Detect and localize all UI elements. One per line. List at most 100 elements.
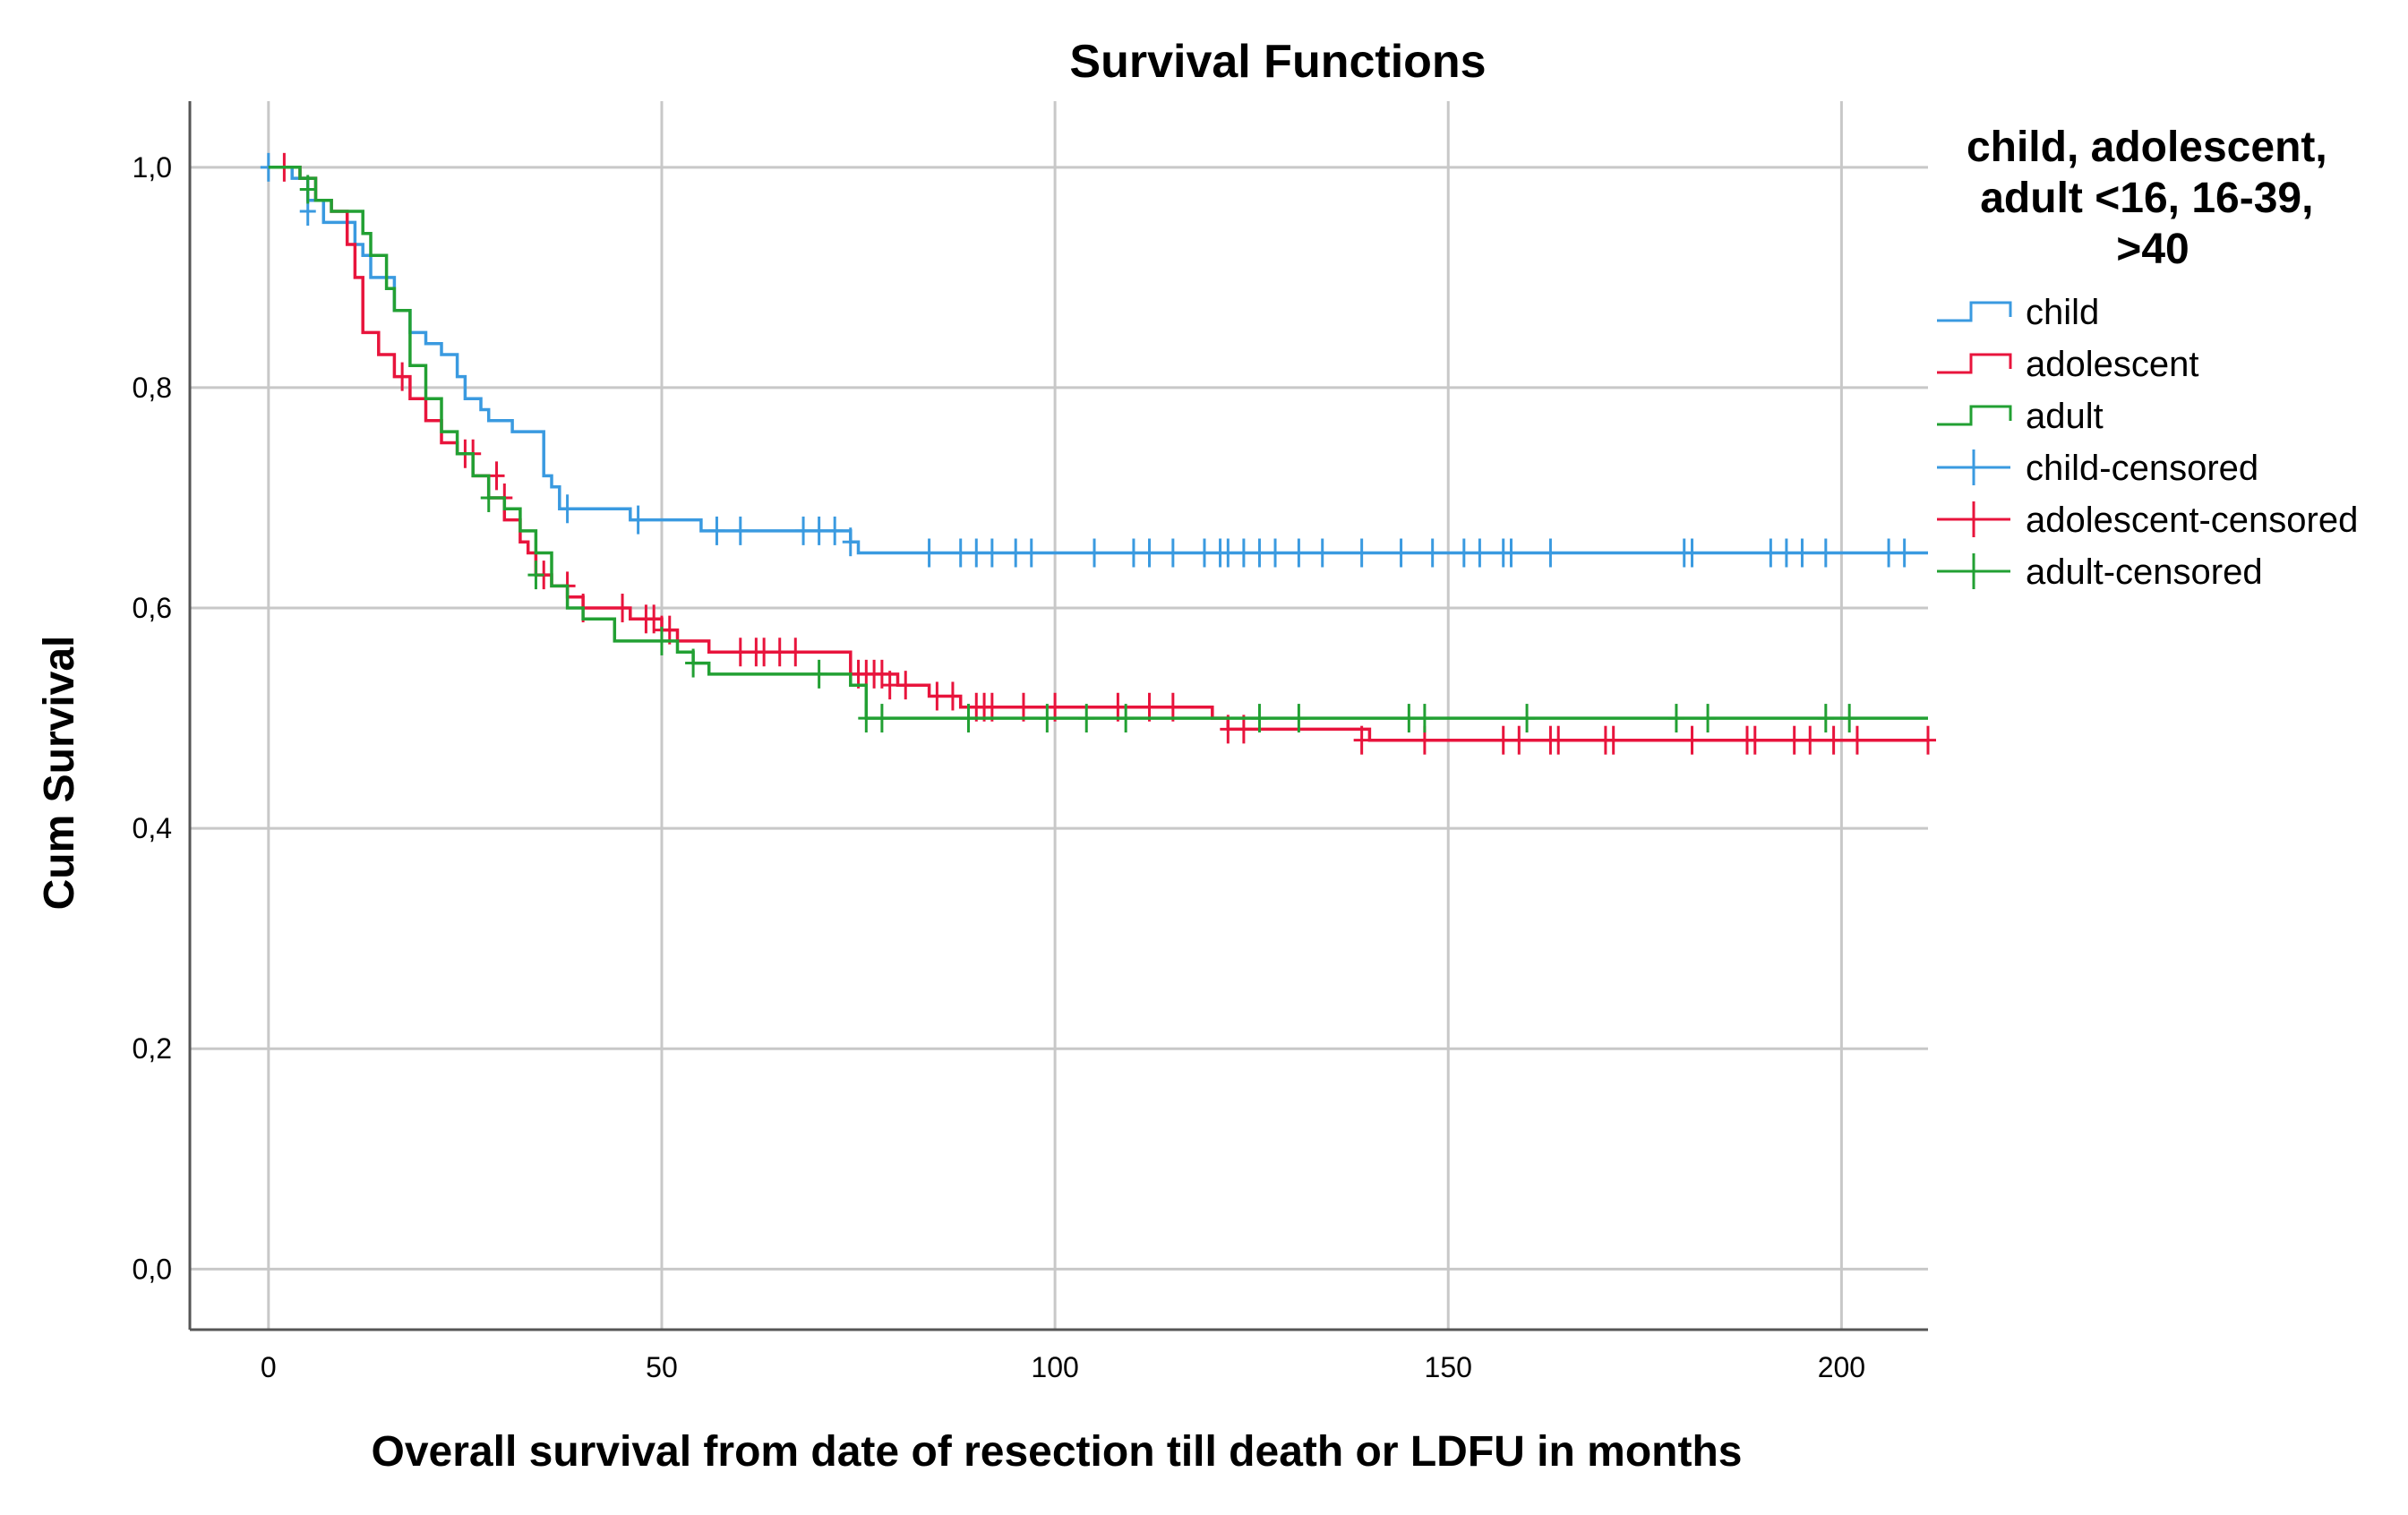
y-tick-label: 1,0 bbox=[133, 151, 172, 184]
legend-entry-child-censored: child-censored bbox=[1937, 449, 2258, 488]
axes bbox=[188, 101, 1928, 1331]
censor-mark-adolescent bbox=[929, 681, 946, 711]
censor-mark-child bbox=[1424, 538, 1441, 568]
censor-mark-child bbox=[1314, 538, 1331, 568]
censor-mark-adolescent bbox=[1353, 725, 1370, 755]
x-tick-label: 200 bbox=[1818, 1351, 1865, 1383]
series-child bbox=[260, 152, 1928, 568]
censor-mark-adult bbox=[858, 704, 875, 733]
censor-mark-child bbox=[1455, 538, 1472, 568]
censor-mark-adult bbox=[1401, 704, 1418, 733]
censor-mark-adult bbox=[299, 175, 316, 204]
censor-mark-adult bbox=[1700, 704, 1717, 733]
censor-mark-adolescent bbox=[944, 681, 961, 711]
censor-mark-adolescent bbox=[873, 659, 890, 689]
legend-entry-adult-censored: adult-censored bbox=[1937, 552, 2263, 592]
legend-entry-adolescent-censored: adolescent-censored bbox=[1937, 501, 2358, 540]
censor-mark-adolescent bbox=[881, 671, 898, 700]
censor-mark-child bbox=[921, 538, 938, 568]
censor-mark-child bbox=[1817, 538, 1834, 568]
censor-mark-child bbox=[1235, 538, 1252, 568]
censor-mark-adolescent bbox=[787, 638, 804, 667]
censor-mark-adolescent bbox=[1786, 725, 1803, 755]
censor-mark-child bbox=[1794, 538, 1811, 568]
censor-mark-adolescent bbox=[1848, 725, 1865, 755]
censor-mark-child bbox=[1503, 538, 1520, 568]
censor-mark-child bbox=[1220, 538, 1237, 568]
censor-mark-adolescent bbox=[1802, 725, 1819, 755]
survival-line-child bbox=[268, 166, 1928, 555]
legend-entry-child: child bbox=[1937, 293, 2099, 332]
censor-mark-child bbox=[1023, 538, 1040, 568]
censor-mark-adult bbox=[1667, 704, 1684, 733]
censor-mark-adolescent bbox=[771, 638, 788, 667]
censor-mark-child bbox=[810, 516, 827, 545]
censor-mark-adult bbox=[1841, 704, 1858, 733]
censor-mark-child bbox=[795, 516, 812, 545]
censor-mark-child bbox=[983, 538, 1000, 568]
legend-title-line: >40 bbox=[2116, 226, 2189, 273]
x-tick-label: 0 bbox=[261, 1351, 277, 1383]
survival-line-adolescent bbox=[268, 166, 1928, 742]
censor-mark-child bbox=[1164, 538, 1181, 568]
censor-mark-child bbox=[1896, 538, 1913, 568]
censor-mark-child bbox=[630, 505, 647, 535]
legend-title-line: adult <16, 16-39, bbox=[1980, 175, 2313, 222]
censor-mark-child bbox=[1195, 538, 1213, 568]
y-axis-label: Cum Survival bbox=[36, 636, 83, 911]
y-tick-label: 0,6 bbox=[133, 592, 172, 624]
legend-label: adolescent-censored bbox=[2026, 501, 2358, 540]
censor-mark-child bbox=[952, 538, 969, 568]
censor-mark-child bbox=[1393, 538, 1410, 568]
censor-mark-adult bbox=[1519, 704, 1536, 733]
legend-step-swatch bbox=[1937, 301, 2012, 322]
censor-mark-adolescent bbox=[732, 638, 749, 667]
censor-mark-adolescent bbox=[1920, 725, 1936, 755]
censor-mark-adolescent bbox=[1495, 725, 1512, 755]
y-tick-label: 0,8 bbox=[133, 372, 172, 404]
legend-step-swatch bbox=[1937, 353, 2012, 374]
series-adolescent bbox=[268, 152, 1936, 755]
censor-mark-adult bbox=[1118, 704, 1135, 733]
legend-label: child-censored bbox=[2026, 449, 2258, 488]
censor-mark-child bbox=[1267, 538, 1284, 568]
censor-mark-child bbox=[827, 516, 844, 545]
censor-mark-child bbox=[708, 516, 725, 545]
x-tick-label: 150 bbox=[1425, 1351, 1472, 1383]
series-group bbox=[260, 152, 1936, 755]
censor-mark-adolescent bbox=[1746, 725, 1763, 755]
censor-mark-child bbox=[1778, 538, 1795, 568]
censor-mark-adult bbox=[960, 704, 977, 733]
censor-mark-adult bbox=[1039, 704, 1056, 733]
survival-line-adult bbox=[268, 166, 1928, 720]
y-tick-label: 0,2 bbox=[133, 1032, 172, 1065]
censor-mark-adolescent bbox=[488, 461, 505, 491]
legend-label: child bbox=[2026, 293, 2099, 332]
censor-mark-child bbox=[1762, 538, 1779, 568]
series-adult bbox=[268, 166, 1928, 733]
censor-mark-adolescent bbox=[897, 671, 914, 700]
censor-mark-child bbox=[732, 516, 749, 545]
censor-mark-adult bbox=[685, 648, 702, 678]
censor-mark-child bbox=[968, 538, 985, 568]
legend-step-swatch bbox=[1937, 405, 2012, 426]
censor-mark-adolescent bbox=[394, 362, 411, 391]
censor-mark-child bbox=[1353, 538, 1370, 568]
censor-mark-adult bbox=[653, 626, 670, 655]
x-tick-label: 100 bbox=[1031, 1351, 1078, 1383]
censor-mark-adolescent bbox=[1511, 725, 1528, 755]
censor-mark-child bbox=[1881, 538, 1898, 568]
legend-label: adult-censored bbox=[2026, 552, 2263, 592]
censor-mark-adolescent bbox=[1684, 725, 1701, 755]
censor-mark-adolescent bbox=[1825, 725, 1842, 755]
censor-mark-child bbox=[1290, 538, 1307, 568]
censor-mark-adolescent bbox=[1550, 725, 1567, 755]
legend-title: child, adolescent, adult <16, 16-39, >40 bbox=[1967, 124, 2339, 273]
censor-mark-child bbox=[1007, 538, 1024, 568]
censor-mark-child bbox=[1471, 538, 1488, 568]
censor-mark-adult bbox=[527, 561, 544, 590]
censor-mark-child bbox=[842, 527, 859, 557]
censor-mark-adult bbox=[810, 659, 827, 689]
grid bbox=[190, 101, 1928, 1330]
censor-mark-adult bbox=[1290, 704, 1307, 733]
